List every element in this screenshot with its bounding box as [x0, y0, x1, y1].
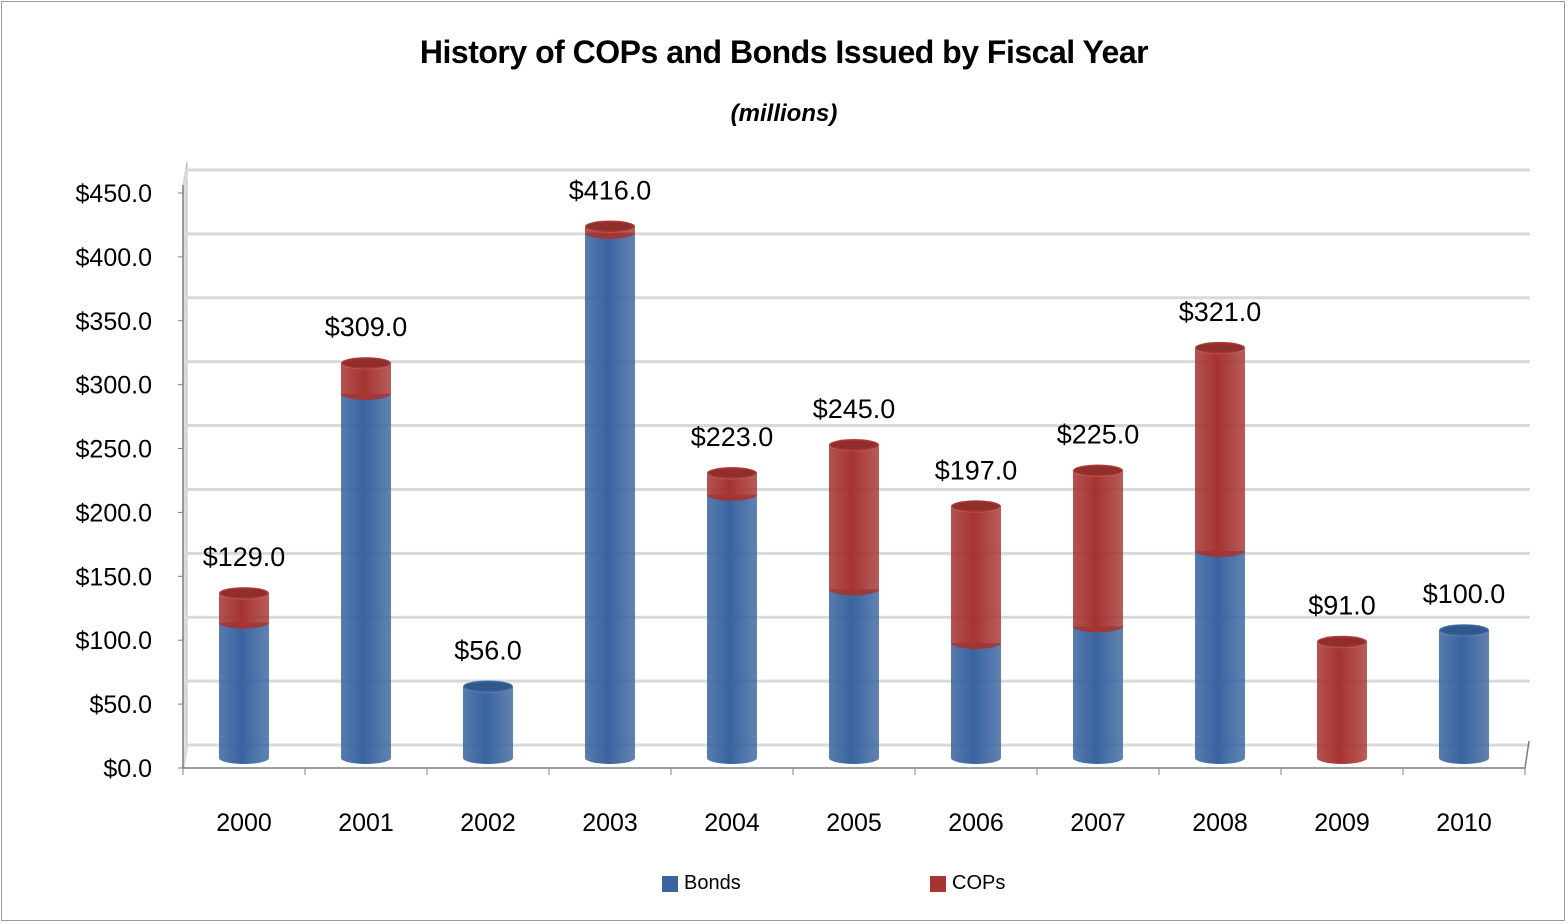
- bar-segment-bonds: [1073, 626, 1123, 764]
- x-tick-label: 2008: [1192, 809, 1248, 837]
- bars: [218, 219, 1490, 765]
- bar-segment-cops: [219, 593, 269, 629]
- bar-top-cap: [1316, 635, 1368, 649]
- y-tick-label: $400.0: [76, 244, 152, 272]
- gridline: [181, 360, 1530, 385]
- bar-top-cap: [706, 466, 758, 480]
- bar-segment-bonds: [585, 232, 635, 765]
- x-tick-label: 2006: [948, 809, 1004, 837]
- x-tick-label: 2003: [582, 809, 638, 837]
- bar-top-shade: [587, 222, 633, 231]
- bar-top-shade: [221, 589, 267, 598]
- bar-segment-cops: [341, 363, 391, 400]
- bar-segment-bonds: [463, 686, 513, 764]
- bar-top-cap: [950, 499, 1002, 513]
- bar-top-shade: [953, 502, 999, 511]
- legend-item-bonds: Bonds: [662, 872, 741, 895]
- y-tick-label: $0.0: [103, 755, 152, 783]
- data-label: $416.0: [569, 175, 652, 205]
- gridline: [181, 168, 1530, 194]
- legend: Bonds COPs: [0, 872, 1564, 900]
- bar-top-shade: [709, 469, 755, 478]
- data-label: $245.0: [813, 394, 896, 424]
- data-label: $309.0: [325, 312, 408, 342]
- bar-segment-bonds: [707, 494, 757, 764]
- legend-label: COPs: [952, 872, 1006, 894]
- data-label: $197.0: [935, 455, 1018, 485]
- bar-top-cap: [1072, 464, 1124, 477]
- chart-title: History of COPs and Bonds Issued by Fisc…: [419, 34, 1149, 70]
- gridline: [181, 296, 1530, 322]
- bar-top-cap: [828, 438, 880, 452]
- bar-top-cap: [340, 356, 392, 370]
- data-label: $225.0: [1057, 420, 1140, 450]
- bar-top-shade: [1197, 343, 1243, 352]
- data-label: $56.0: [454, 635, 522, 665]
- bar-top-cap: [1438, 623, 1490, 637]
- legend-label: Bonds: [684, 872, 741, 894]
- x-axis-depth-edge: [1524, 740, 1530, 769]
- bar-segment-cops: [1317, 641, 1367, 764]
- x-tick-label: 2002: [460, 809, 516, 837]
- bar-segment-cops: [951, 506, 1001, 649]
- bar-segment-cops: [829, 444, 879, 596]
- axes: [182, 185, 1530, 769]
- y-tick-label: $300.0: [76, 372, 152, 400]
- bar-segment-bonds: [341, 393, 391, 764]
- y-tick-label: $150.0: [76, 563, 152, 591]
- bar-top-cap: [462, 679, 514, 693]
- data-label: $91.0: [1308, 591, 1376, 621]
- y-tick-label: $350.0: [76, 308, 152, 336]
- bar-segment-cops: [707, 473, 757, 501]
- x-tick-label: 2000: [216, 809, 272, 837]
- y-tick-label: $100.0: [76, 627, 152, 655]
- legend-swatch: [930, 875, 946, 892]
- y-tick-label: $200.0: [76, 499, 152, 527]
- x-tick-label: 2004: [704, 809, 760, 837]
- bar-top-shade: [1319, 637, 1365, 646]
- bar-top-shade: [465, 682, 511, 691]
- bar-top-shade: [1075, 466, 1121, 475]
- bar-segment-cops: [1073, 470, 1123, 633]
- data-label: $321.0: [1179, 297, 1262, 327]
- y-tick-label: $450.0: [76, 180, 152, 208]
- bar-segment-bonds: [219, 622, 269, 764]
- x-tick-label: 2007: [1070, 809, 1126, 837]
- y-axis-ticks: $0.0 $50.0 $100.0 $150.0 $200.0 $250.0 $300.0 $…: [76, 180, 183, 783]
- gridline: [181, 232, 1530, 258]
- bar-top-shade: [831, 440, 877, 449]
- x-tick-label: 2005: [826, 809, 882, 837]
- bar-segment-bonds: [1195, 551, 1245, 764]
- bar-segment-cops: [1195, 347, 1245, 557]
- bar-top-shade: [343, 359, 389, 368]
- x-tick-label: 2010: [1436, 809, 1492, 837]
- bar-top-shade: [1441, 626, 1487, 635]
- bar-segment-bonds: [951, 643, 1001, 764]
- data-labels: $129.0 $309.0 $56.0 $416.0 $223.0 $245.0 $197.…: [203, 175, 1506, 665]
- data-label: $223.0: [691, 422, 774, 452]
- y-tick-label: $250.0: [76, 436, 152, 464]
- data-label: $129.0: [203, 542, 286, 572]
- bar-top-cap: [584, 219, 636, 233]
- legend-swatch: [662, 875, 678, 892]
- x-tick-label: 2009: [1314, 809, 1370, 837]
- bar-top-cap: [218, 586, 270, 600]
- gridline: [181, 424, 1530, 449]
- chart-subtitle: (millions): [730, 100, 838, 127]
- y-tick-label: $50.0: [89, 691, 152, 719]
- data-label: $100.0: [1423, 579, 1506, 609]
- x-axis-ticks: 2000 2001 2002 2003 2004 2005 2006 2007 2008 2009…: [182, 768, 1526, 837]
- bar-segment-bonds: [1439, 630, 1489, 764]
- x-tick-label: 2001: [338, 809, 394, 837]
- bar-segment-bonds: [829, 589, 879, 764]
- bar-top-cap: [1194, 341, 1246, 355]
- legend-item-cops: COPs: [930, 872, 1005, 895]
